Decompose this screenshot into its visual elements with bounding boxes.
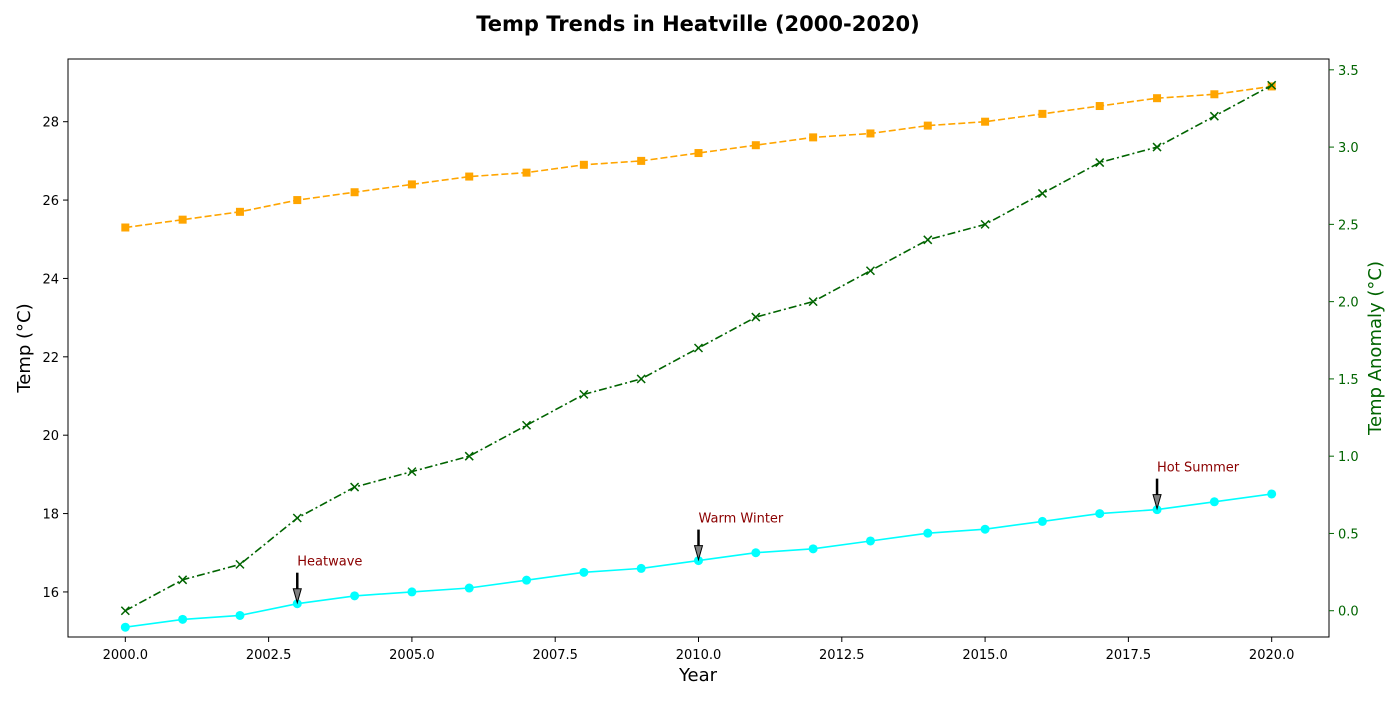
- series-point-0: [120, 622, 130, 632]
- y-right-tick-label: 0.5: [1338, 527, 1359, 542]
- x-tick-label: 2020.0: [1249, 648, 1295, 663]
- series-point-2: [636, 374, 646, 384]
- series-point-0: [808, 544, 818, 554]
- annotation-arrowhead: [693, 545, 704, 562]
- series-point-0: [407, 587, 417, 597]
- series-point-0: [1095, 509, 1105, 519]
- x-tick-label: 2017.5: [1106, 648, 1152, 663]
- y-left-tick-label: 22: [42, 351, 59, 366]
- annotation-arrowhead: [1152, 494, 1162, 511]
- y-right-tick-label: 3.0: [1338, 141, 1359, 156]
- x-tick-label: 2010.0: [676, 648, 722, 663]
- y-right-tick-label: 2.5: [1338, 218, 1359, 233]
- series-point-0: [980, 524, 990, 534]
- series-point-1: [579, 160, 588, 169]
- series-point-0: [235, 610, 245, 620]
- y-axis-right-label: Temp Anomaly (°C): [1365, 261, 1386, 436]
- y-right-tick-label: 3.5: [1338, 64, 1359, 79]
- series-point-1: [1038, 109, 1047, 118]
- series-point-2: [751, 312, 761, 322]
- series-point-0: [1209, 497, 1219, 507]
- y-left-tick-label: 18: [42, 508, 59, 523]
- y-left-tick-label: 28: [42, 116, 59, 131]
- series-point-2: [350, 482, 360, 492]
- plot-area: 2000.0 2002.5 2005.0 2007.5 2010.0 2012.5 2015…: [42, 58, 1359, 663]
- series-point-1: [1095, 102, 1104, 111]
- series-point-2: [1095, 158, 1105, 168]
- x-tick-label: 2007.5: [532, 648, 578, 663]
- series-point-1: [350, 188, 359, 197]
- series-point-2: [1209, 111, 1219, 121]
- series-point-1: [866, 129, 875, 138]
- series-point-1: [465, 172, 474, 181]
- series-point-0: [865, 536, 875, 546]
- series-point-1: [522, 168, 531, 177]
- y-right-tick-label: 1.5: [1338, 373, 1359, 388]
- series-point-2: [464, 451, 474, 461]
- series-point-2: [178, 575, 188, 585]
- series-point-2: [120, 606, 130, 616]
- series-point-0: [1037, 516, 1047, 526]
- series-point-2: [1037, 188, 1047, 198]
- series-point-2: [693, 343, 704, 353]
- y-right-tick-label: 0.0: [1338, 605, 1359, 620]
- x-tick-label: 2015.0: [962, 648, 1008, 663]
- x-axis-label: Year: [678, 665, 718, 686]
- series-point-1: [293, 196, 302, 205]
- y-left-tick-label: 16: [42, 586, 59, 601]
- series-point-1: [235, 207, 244, 216]
- series-point-0: [464, 583, 474, 593]
- series-point-2: [808, 297, 818, 307]
- annotation-arrowhead: [292, 588, 302, 605]
- series-point-2: [235, 559, 245, 569]
- series-point-2: [923, 235, 933, 245]
- y-left-tick-label: 20: [42, 429, 59, 444]
- series-point-1: [407, 180, 416, 189]
- x-tick-label: 2000.0: [103, 648, 149, 663]
- series-point-1: [178, 215, 187, 224]
- series-point-2: [980, 219, 990, 229]
- series-point-0: [751, 548, 761, 558]
- series-point-2: [292, 513, 302, 523]
- series-point-2: [1152, 142, 1162, 152]
- chart-title: Temp Trends in Heatville (2000-2020): [476, 12, 920, 36]
- series-point-1: [1267, 82, 1276, 91]
- series-point-1: [809, 133, 818, 142]
- series-point-0: [579, 567, 589, 577]
- y-left-tick-label: 24: [42, 272, 59, 287]
- y-axis-left-label: Temp (°C): [14, 303, 35, 393]
- series-point-1: [923, 121, 932, 130]
- series-point-1: [1210, 90, 1219, 99]
- series-point-2: [522, 420, 532, 430]
- y-left-tick-label: 26: [42, 194, 59, 209]
- series-point-1: [637, 156, 646, 165]
- y-right-tick-label: 1.0: [1338, 450, 1359, 465]
- series-point-0: [923, 528, 933, 538]
- series-point-2: [579, 389, 589, 399]
- series-point-2: [407, 467, 417, 477]
- series-point-1: [121, 223, 130, 232]
- x-tick-label: 2005.0: [389, 648, 435, 663]
- annotation-label: Warm Winter: [699, 512, 784, 527]
- annotation-label: Heatwave: [297, 555, 362, 570]
- series-point-1: [751, 141, 760, 150]
- series-point-2: [1267, 80, 1277, 90]
- series-point-0: [522, 575, 532, 585]
- series-point-1: [981, 117, 990, 126]
- series-point-0: [1267, 489, 1277, 499]
- annotation-label: Hot Summer: [1157, 461, 1240, 476]
- x-tick-label: 2002.5: [246, 648, 292, 663]
- series-point-2: [865, 266, 875, 276]
- series-point-0: [350, 591, 360, 601]
- series-point-0: [636, 563, 646, 573]
- series-line-1: [125, 85, 1272, 229]
- x-tick-label: 2012.5: [819, 648, 865, 663]
- series-point-0: [178, 614, 188, 624]
- y-right-tick-label: 2.0: [1338, 296, 1359, 311]
- series-point-1: [694, 149, 703, 158]
- series-point-1: [1153, 94, 1162, 103]
